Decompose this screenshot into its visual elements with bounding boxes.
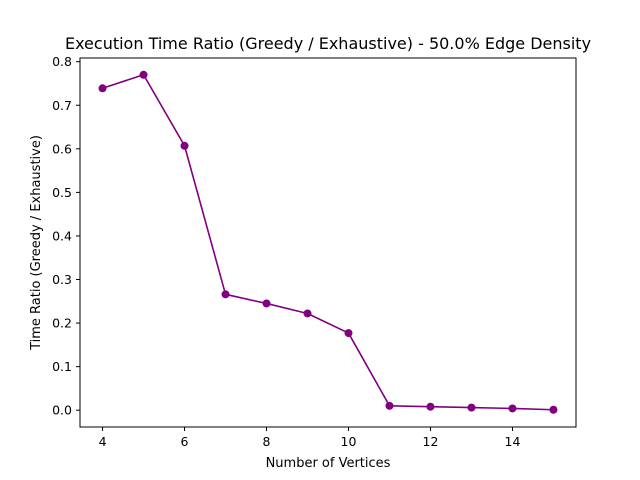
y-tick-label: 0.6: [52, 141, 72, 156]
x-tick-label: 4: [99, 434, 107, 449]
y-tick-label: 0.8: [52, 54, 72, 69]
y-axis-ticks: 0.0 0.1 0.2 0.3 0.4 0.5 0.6 0.7 0.8: [52, 54, 80, 418]
y-tick-label: 0.7: [52, 98, 72, 113]
data-point: [426, 402, 435, 411]
data-point: [221, 290, 230, 299]
y-tick-label: 0.3: [52, 272, 72, 287]
data-point: [180, 141, 189, 150]
x-tick-label: 12: [423, 434, 439, 449]
x-tick-label: 8: [263, 434, 271, 449]
data-point: [385, 401, 394, 410]
y-tick-label: 0.2: [52, 316, 72, 331]
x-tick-label: 10: [341, 434, 357, 449]
y-axis-label: Time Ratio (Greedy / Exhaustive): [29, 135, 44, 351]
x-tick-label: 14: [505, 434, 521, 449]
y-tick-label: 0.4: [52, 228, 72, 243]
chart-title: Execution Time Ratio (Greedy / Exhaustiv…: [65, 34, 591, 53]
data-point: [98, 84, 107, 93]
x-tick-label: 6: [181, 434, 189, 449]
x-axis-ticks: 4 6 8 10 12 14: [99, 427, 521, 449]
y-tick-label: 0.1: [52, 359, 72, 374]
data-point: [344, 329, 353, 338]
data-point: [549, 405, 558, 414]
x-axis-label: Number of Vertices: [266, 456, 391, 471]
y-tick-label: 0.0: [52, 403, 72, 418]
series-layer: [98, 70, 558, 414]
y-tick-label: 0.5: [52, 185, 72, 200]
data-point: [139, 70, 148, 79]
data-point: [508, 404, 517, 413]
plot-area-frame: [79, 57, 577, 428]
series-line: [102, 73, 554, 411]
data-point: [303, 309, 312, 318]
data-point: [467, 403, 476, 412]
data-point: [262, 299, 271, 308]
